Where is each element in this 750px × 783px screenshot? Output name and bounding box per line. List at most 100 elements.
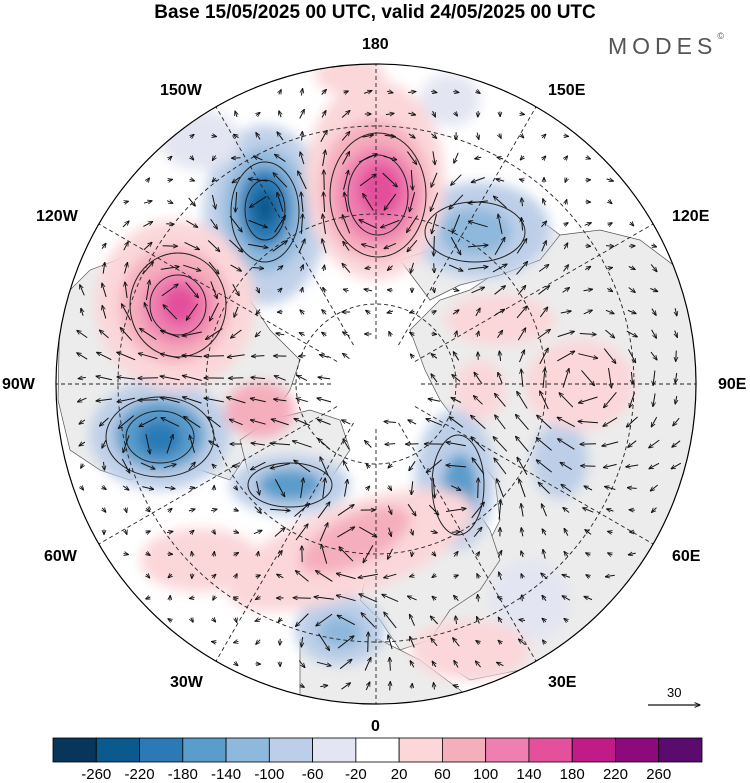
wind-arrow xyxy=(565,200,566,205)
wind-arrow xyxy=(234,641,239,642)
wind-arrow xyxy=(557,331,575,338)
wind-arrow xyxy=(251,443,265,445)
wind-arrow xyxy=(585,246,590,247)
wind-arrow xyxy=(431,374,438,383)
wind-arrow xyxy=(366,464,369,468)
colorbar-swatch xyxy=(485,737,530,763)
wind-arrow xyxy=(629,392,636,407)
wind-arrow xyxy=(431,172,438,187)
wind-arrow xyxy=(248,179,268,181)
wind-arrow xyxy=(256,309,260,314)
wind-arrow xyxy=(253,530,262,535)
wind-arrow xyxy=(138,353,158,360)
wind-arrow xyxy=(227,397,246,404)
wind-arrow xyxy=(122,221,129,228)
wind-arrow xyxy=(583,508,594,513)
wind-arrow xyxy=(276,333,285,335)
colorbar-swatch xyxy=(441,737,487,763)
wind-arrow xyxy=(337,636,354,649)
wind-arrow xyxy=(453,352,460,361)
wind-arrow xyxy=(542,134,546,138)
wind-arrow xyxy=(584,486,593,491)
wind-arrow xyxy=(366,310,371,313)
wind-arrow xyxy=(368,632,369,653)
colorbar-tick-label: -220 xyxy=(124,766,155,783)
wind-arrow xyxy=(498,551,501,558)
wind-arrow xyxy=(408,420,417,425)
wind-arrow xyxy=(494,237,505,255)
wind-arrow xyxy=(188,509,195,511)
wind-arrow xyxy=(166,531,173,532)
wind-arrow xyxy=(389,485,392,491)
wind-arrow xyxy=(499,500,501,520)
wind-arrow xyxy=(474,372,483,384)
wind-arrow xyxy=(475,308,480,317)
wind-arrow xyxy=(252,356,265,357)
wind-arrow xyxy=(234,509,239,511)
wind-arrow xyxy=(626,330,638,337)
wind-arrow xyxy=(190,156,193,160)
wind-arrow xyxy=(578,353,597,359)
wind-arrow xyxy=(675,372,676,383)
colorbar-tick-label: -260 xyxy=(81,766,112,783)
wind-arrow xyxy=(121,458,129,473)
anomaly-low xyxy=(138,420,182,456)
wind-arrow xyxy=(522,198,523,207)
wind-arrow xyxy=(452,375,461,382)
wind-arrow xyxy=(256,133,261,140)
wind-arrow xyxy=(431,92,437,93)
wind-arrow xyxy=(384,612,397,629)
wind-arrow xyxy=(579,396,598,403)
wind-arrow xyxy=(322,478,325,498)
wind-arrow xyxy=(381,219,400,227)
wind-arrow xyxy=(472,458,485,475)
wind-arrow xyxy=(146,531,151,533)
wind-arrow xyxy=(543,549,545,559)
wind-arrow xyxy=(653,393,655,407)
wind-arrow xyxy=(453,92,459,93)
wind-arrow xyxy=(433,151,435,164)
wind-arrow xyxy=(542,595,546,601)
wind-arrow xyxy=(279,111,281,118)
wind-arrow xyxy=(298,660,305,668)
wind-arrow xyxy=(317,502,330,519)
wind-arrow xyxy=(517,328,525,341)
wind-arrow xyxy=(557,351,574,362)
wind-arrow xyxy=(384,193,397,210)
wind-arrow xyxy=(449,417,464,428)
wind-arrow xyxy=(344,91,349,93)
lon-label-30e: 30E xyxy=(548,674,577,691)
lon-label-90w: 90W xyxy=(2,376,35,393)
colorbar-tick-label: -20 xyxy=(345,766,367,783)
wind-arrow xyxy=(409,461,416,470)
wind-arrow xyxy=(276,266,283,271)
wind-arrow xyxy=(586,575,590,578)
wind-arrow xyxy=(294,419,311,426)
wind-arrow xyxy=(452,310,459,315)
wind-arrow xyxy=(537,329,551,340)
wind-arrow xyxy=(146,574,149,578)
wind-arrow xyxy=(520,134,523,138)
wind-arrow xyxy=(337,527,354,538)
wind-arrow xyxy=(626,416,638,427)
wind-arrow xyxy=(211,194,215,209)
wind-arrow xyxy=(605,246,614,247)
wind-arrow xyxy=(123,435,130,452)
wind-arrow xyxy=(432,575,436,578)
wind-arrow xyxy=(498,640,502,643)
wind-arrow xyxy=(256,639,261,645)
wind-arrow xyxy=(320,130,327,142)
wind-arrow xyxy=(432,311,436,313)
wind-arrow xyxy=(272,241,288,252)
anomaly-field xyxy=(90,64,635,680)
wind-arrow xyxy=(123,242,128,251)
wind-arrow xyxy=(432,661,436,668)
wind-arrow xyxy=(294,504,309,517)
wind-arrow xyxy=(164,487,175,488)
wind-arrow xyxy=(580,444,597,445)
wind-arrow xyxy=(212,178,215,182)
wind-arrow xyxy=(430,531,438,533)
meridian-line xyxy=(215,106,354,346)
wind-arrow xyxy=(496,179,505,181)
wind-arrow xyxy=(229,215,242,232)
